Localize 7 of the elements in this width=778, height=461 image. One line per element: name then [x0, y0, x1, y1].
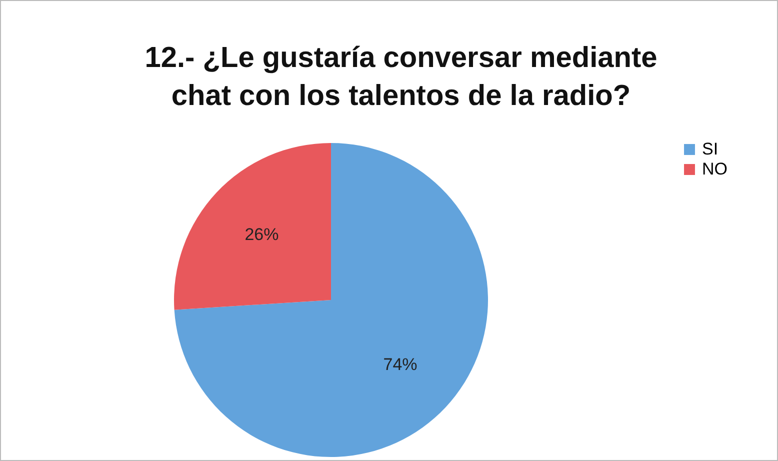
pie-slice: [174, 143, 331, 310]
chart-title: 12.- ¿Le gustaría conversar mediante chat con los talentos de la radio?: [144, 41, 658, 114]
data-label: 74%: [383, 355, 418, 374]
legend-label: NO: [702, 160, 728, 178]
pie-slice: [174, 143, 488, 457]
legend-label: SI: [702, 140, 718, 158]
data-label: 26%: [244, 224, 279, 244]
